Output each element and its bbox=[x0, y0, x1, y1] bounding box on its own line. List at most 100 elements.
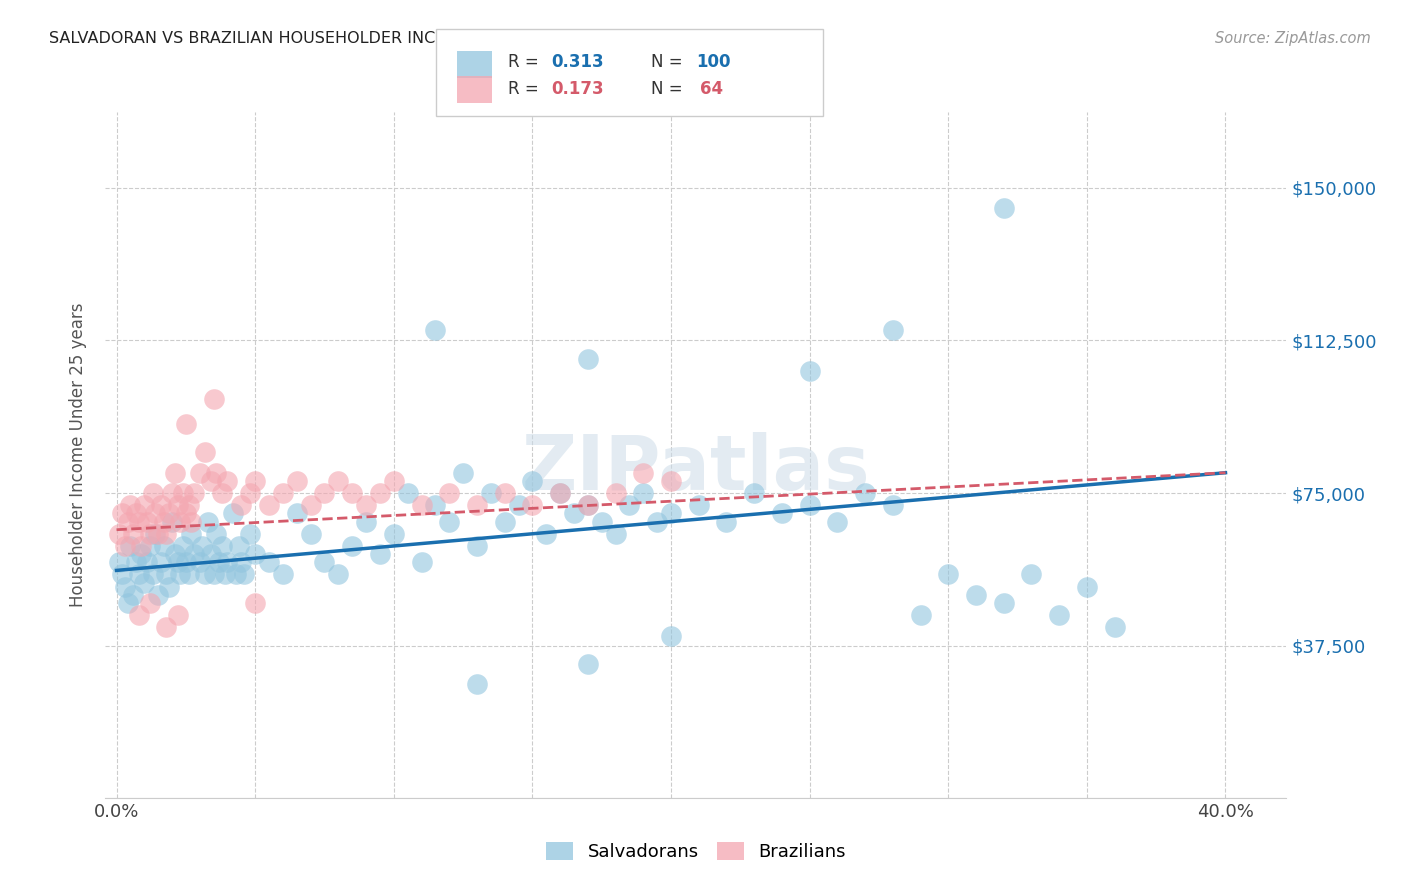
Point bbox=[114, 539, 136, 553]
Point bbox=[180, 526, 202, 541]
Point bbox=[146, 526, 169, 541]
Point bbox=[605, 486, 627, 500]
Point bbox=[271, 567, 294, 582]
Point bbox=[160, 515, 183, 529]
Point bbox=[142, 486, 165, 500]
Point bbox=[131, 547, 153, 561]
Point bbox=[139, 596, 162, 610]
Point bbox=[125, 507, 148, 521]
Point bbox=[108, 555, 131, 569]
Point bbox=[425, 323, 447, 337]
Point bbox=[257, 555, 280, 569]
Point bbox=[853, 486, 876, 500]
Point bbox=[340, 486, 363, 500]
Point bbox=[208, 555, 231, 569]
Point bbox=[411, 498, 433, 512]
Point bbox=[536, 526, 558, 541]
Legend: Salvadorans, Brazilians: Salvadorans, Brazilians bbox=[538, 835, 853, 868]
Point bbox=[605, 526, 627, 541]
Point bbox=[827, 515, 849, 529]
Point bbox=[194, 567, 217, 582]
Point bbox=[160, 486, 183, 500]
Point bbox=[522, 498, 544, 512]
Point bbox=[688, 498, 710, 512]
Text: 0.313: 0.313 bbox=[551, 54, 603, 71]
Point bbox=[619, 498, 641, 512]
Text: R =: R = bbox=[508, 54, 544, 71]
Point bbox=[425, 498, 447, 512]
Point bbox=[465, 539, 488, 553]
Point bbox=[576, 657, 599, 671]
Point bbox=[134, 575, 156, 590]
Point bbox=[257, 498, 280, 512]
Point bbox=[180, 515, 202, 529]
Point bbox=[382, 474, 405, 488]
Point bbox=[659, 628, 682, 642]
Point bbox=[243, 596, 266, 610]
Point bbox=[177, 567, 200, 582]
Point bbox=[172, 486, 194, 500]
Point bbox=[299, 526, 322, 541]
Point bbox=[271, 486, 294, 500]
Point bbox=[128, 515, 150, 529]
Point bbox=[183, 547, 205, 561]
Point bbox=[239, 526, 262, 541]
Point bbox=[285, 507, 308, 521]
Point bbox=[396, 486, 419, 500]
Point bbox=[1076, 580, 1098, 594]
Point bbox=[157, 580, 180, 594]
Point bbox=[200, 547, 222, 561]
Point bbox=[166, 608, 188, 623]
Point bbox=[1104, 620, 1126, 634]
Point bbox=[451, 466, 474, 480]
Point bbox=[328, 567, 350, 582]
Point bbox=[965, 588, 987, 602]
Point bbox=[166, 555, 188, 569]
Point bbox=[122, 588, 145, 602]
Point bbox=[172, 539, 194, 553]
Point bbox=[217, 555, 239, 569]
Point bbox=[117, 515, 139, 529]
Point bbox=[368, 486, 391, 500]
Point bbox=[243, 547, 266, 561]
Text: 0.173: 0.173 bbox=[551, 80, 603, 98]
Point bbox=[125, 555, 148, 569]
Point bbox=[134, 498, 156, 512]
Point bbox=[340, 539, 363, 553]
Point bbox=[742, 486, 765, 500]
Point bbox=[205, 526, 228, 541]
Point bbox=[1021, 567, 1043, 582]
Point bbox=[142, 567, 165, 582]
Point bbox=[155, 526, 177, 541]
Point bbox=[465, 677, 488, 691]
Point bbox=[214, 567, 236, 582]
Point bbox=[222, 507, 245, 521]
Point bbox=[314, 555, 336, 569]
Point bbox=[128, 608, 150, 623]
Point bbox=[114, 580, 136, 594]
Point bbox=[225, 567, 247, 582]
Point bbox=[197, 515, 219, 529]
Point bbox=[139, 539, 162, 553]
Point bbox=[354, 498, 377, 512]
Point bbox=[194, 445, 217, 459]
Point bbox=[122, 526, 145, 541]
Y-axis label: Householder Income Under 25 years: Householder Income Under 25 years bbox=[69, 302, 87, 607]
Point bbox=[111, 567, 134, 582]
Point bbox=[993, 596, 1015, 610]
Point bbox=[155, 620, 177, 634]
Point bbox=[143, 507, 166, 521]
Point bbox=[217, 474, 239, 488]
Text: SALVADORAN VS BRAZILIAN HOUSEHOLDER INCOME UNDER 25 YEARS CORRELATION CHART: SALVADORAN VS BRAZILIAN HOUSEHOLDER INCO… bbox=[49, 31, 796, 46]
Point bbox=[716, 515, 738, 529]
Point bbox=[799, 498, 821, 512]
Point bbox=[174, 507, 197, 521]
Text: Source: ZipAtlas.com: Source: ZipAtlas.com bbox=[1215, 31, 1371, 46]
Point bbox=[111, 507, 134, 521]
Point bbox=[576, 351, 599, 366]
Point bbox=[993, 201, 1015, 215]
Point bbox=[576, 498, 599, 512]
Point bbox=[117, 596, 139, 610]
Point bbox=[211, 486, 233, 500]
Point bbox=[205, 466, 228, 480]
